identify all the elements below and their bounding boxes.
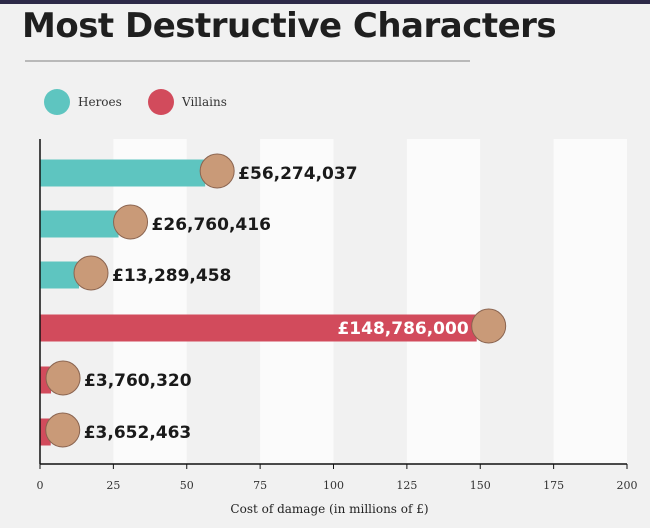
x-tick-label: 50 <box>180 479 194 492</box>
value-labels: £56,274,037 £26,760,416 £13,289,458 £148,78… <box>45 153 507 448</box>
x-tick-label: 75 <box>253 479 267 492</box>
value-label: £13,289,458 <box>112 266 231 286</box>
grid-band <box>186 139 261 464</box>
value-label: £3,652,463 <box>84 423 192 443</box>
grid-band <box>553 139 627 464</box>
grid-band <box>260 139 334 464</box>
bar-heroes <box>40 210 119 238</box>
x-tick-label: 150 <box>470 479 491 492</box>
x-tick-label: 0 <box>37 479 44 492</box>
top-strip <box>0 0 650 4</box>
bar-heroes <box>40 159 206 187</box>
x-tick-label: 175 <box>543 479 564 492</box>
grid-band <box>480 139 554 464</box>
legend-label-heroes: Heroes <box>78 95 122 109</box>
character-avatar <box>45 412 81 448</box>
character-avatar <box>471 308 507 344</box>
x-tick-label: 25 <box>106 479 120 492</box>
grid-band <box>406 139 481 464</box>
grid-bands <box>40 139 627 464</box>
legend-swatch-heroes <box>44 89 70 115</box>
legend-swatch-villains <box>148 89 174 115</box>
value-label: £56,274,037 <box>238 164 357 184</box>
character-avatar <box>199 153 235 189</box>
character-avatar <box>45 360 81 396</box>
x-tick-label: 200 <box>617 479 638 492</box>
grid-band <box>333 139 407 464</box>
grid-band <box>40 139 114 464</box>
x-tick-label: 125 <box>396 479 417 492</box>
bars <box>40 159 477 446</box>
x-tick-label: 100 <box>323 479 344 492</box>
bar-villains <box>40 366 52 394</box>
value-label: £26,760,416 <box>152 215 271 235</box>
chart-title: Most Destructive Characters <box>22 6 557 46</box>
character-avatar <box>73 255 109 291</box>
value-label: £148,786,000 <box>337 319 468 339</box>
bar-heroes <box>40 261 80 289</box>
axes: 0 25 50 75 100 125 150 175 200 Cost of damage (in… <box>37 139 638 516</box>
title-divider <box>25 60 470 62</box>
value-label: £3,760,320 <box>84 371 192 391</box>
character-avatar <box>113 204 149 240</box>
bar-villains <box>40 314 477 342</box>
grid-band <box>113 139 187 464</box>
legend-label-villains: Villains <box>182 95 227 109</box>
x-axis-title: Cost of damage (in millions of £) <box>230 502 428 516</box>
